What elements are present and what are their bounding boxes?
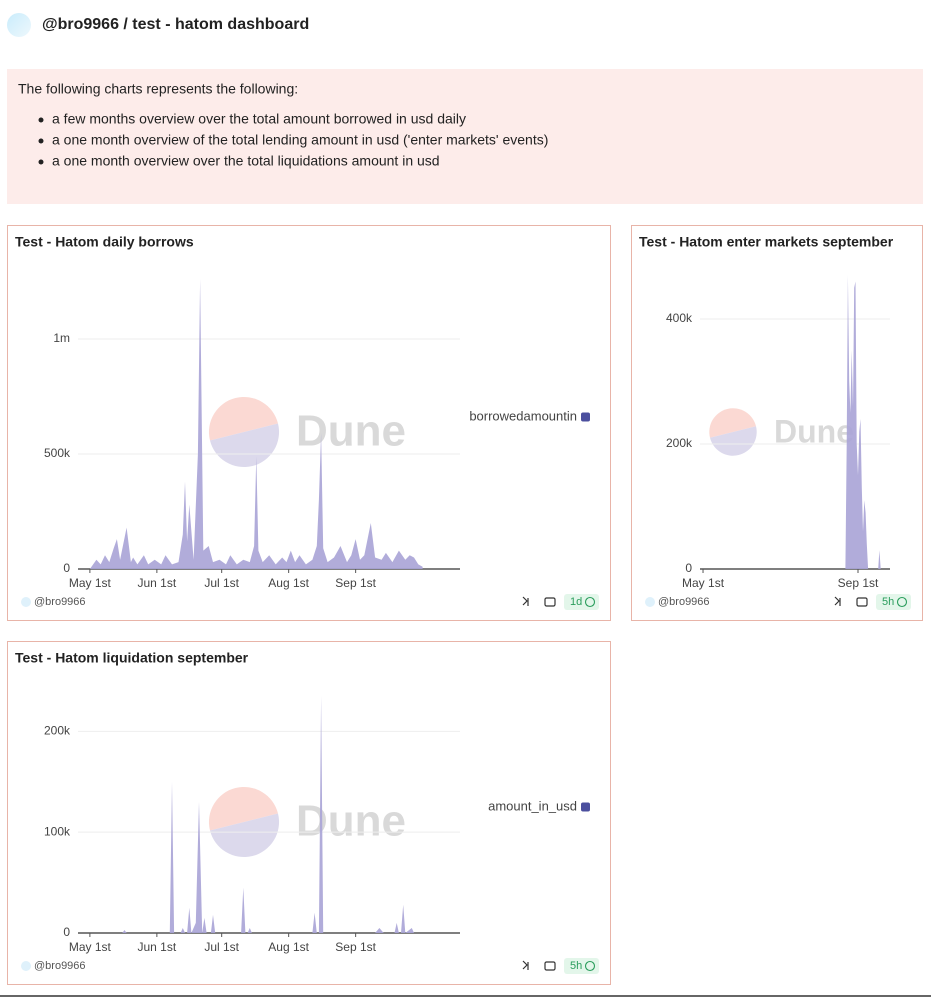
note-bullet: a few months overview over the total amo…: [52, 111, 466, 127]
x-tick-label: Jun 1st: [138, 576, 177, 590]
freshness: 5h: [570, 960, 582, 972]
watermark-purple: [210, 813, 280, 858]
watermark-text: Dune: [296, 407, 406, 456]
author-avatar: [21, 597, 31, 607]
watermark-pink: [208, 786, 278, 831]
x-tick-label: Aug 1st: [268, 576, 309, 590]
watermark-purple: [710, 426, 757, 456]
legend-swatch: [581, 802, 590, 812]
y-tick-label: 500k: [44, 446, 71, 460]
x-tick-label: Jul 1st: [204, 940, 239, 954]
bullet: [38, 117, 44, 123]
chart-card: [7, 641, 611, 985]
snapshot-icon[interactable]: [544, 597, 556, 607]
author: @bro9966: [34, 596, 86, 608]
x-tick-label: Aug 1st: [268, 940, 309, 954]
avatar: [7, 13, 31, 37]
chart-title: Test - Hatom enter markets september: [639, 234, 894, 250]
y-tick-label: 0: [685, 561, 692, 575]
fresh-check: [584, 596, 596, 608]
watermark-pink: [709, 408, 756, 438]
chart-card: [7, 225, 611, 621]
fork-icon[interactable]: [834, 596, 841, 606]
snapshot-icon[interactable]: [544, 961, 556, 971]
y-tick-label: 0: [63, 561, 70, 575]
freshness: 5h: [882, 596, 894, 608]
area: [89, 279, 423, 569]
y-tick-label: 0: [63, 925, 70, 939]
fork-icon[interactable]: [522, 596, 529, 606]
note-bullet: a one month overview of the total lendin…: [52, 132, 548, 148]
note-box: [7, 69, 923, 204]
chart-title: Test - Hatom liquidation september: [15, 650, 249, 666]
watermark-text: Dune: [296, 797, 406, 846]
area: [703, 275, 881, 569]
y-tick-label: 200k: [44, 724, 71, 738]
watermark-purple: [210, 423, 280, 468]
author: @bro9966: [34, 960, 86, 972]
note-intro: The following charts represents the foll…: [18, 81, 298, 97]
snapshot-icon[interactable]: [856, 597, 868, 607]
y-tick-label: 1m: [53, 331, 70, 345]
area: [89, 696, 414, 933]
watermark-text: Dune: [774, 413, 854, 449]
freshness: 1d: [570, 596, 582, 608]
author-avatar: [645, 597, 655, 607]
note-bullet: a one month overview over the total liqu…: [52, 153, 440, 169]
x-tick-label: Jun 1st: [138, 940, 177, 954]
y-tick-label: 100k: [44, 824, 71, 838]
x-tick-label: Sep 1st: [335, 940, 376, 954]
dashboard-title: @bro9966 / test - hatom dashboard: [42, 16, 309, 33]
x-tick-label: May 1st: [69, 940, 112, 954]
x-tick-label: Sep 1st: [838, 576, 879, 590]
watermark-pink: [208, 396, 278, 441]
bullet: [38, 159, 44, 165]
legend-swatch: [581, 412, 590, 422]
y-tick-label: 200k: [666, 436, 693, 450]
fresh-check: [584, 960, 596, 972]
x-tick-label: May 1st: [69, 576, 112, 590]
bullet: [38, 138, 44, 144]
y-tick-label: 400k: [666, 311, 693, 325]
chart-card: [631, 225, 923, 621]
legend-label: borrowedamountin: [469, 408, 577, 423]
author: @bro9966: [658, 596, 710, 608]
fork-icon[interactable]: [522, 960, 529, 970]
x-tick-label: Sep 1st: [335, 576, 376, 590]
legend-label: amount_in_usd: [488, 798, 577, 813]
x-tick-label: Jul 1st: [204, 576, 239, 590]
author-avatar: [21, 961, 31, 971]
chart-title: Test - Hatom daily borrows: [15, 234, 194, 250]
fresh-check: [896, 596, 908, 608]
x-tick-label: May 1st: [682, 576, 725, 590]
